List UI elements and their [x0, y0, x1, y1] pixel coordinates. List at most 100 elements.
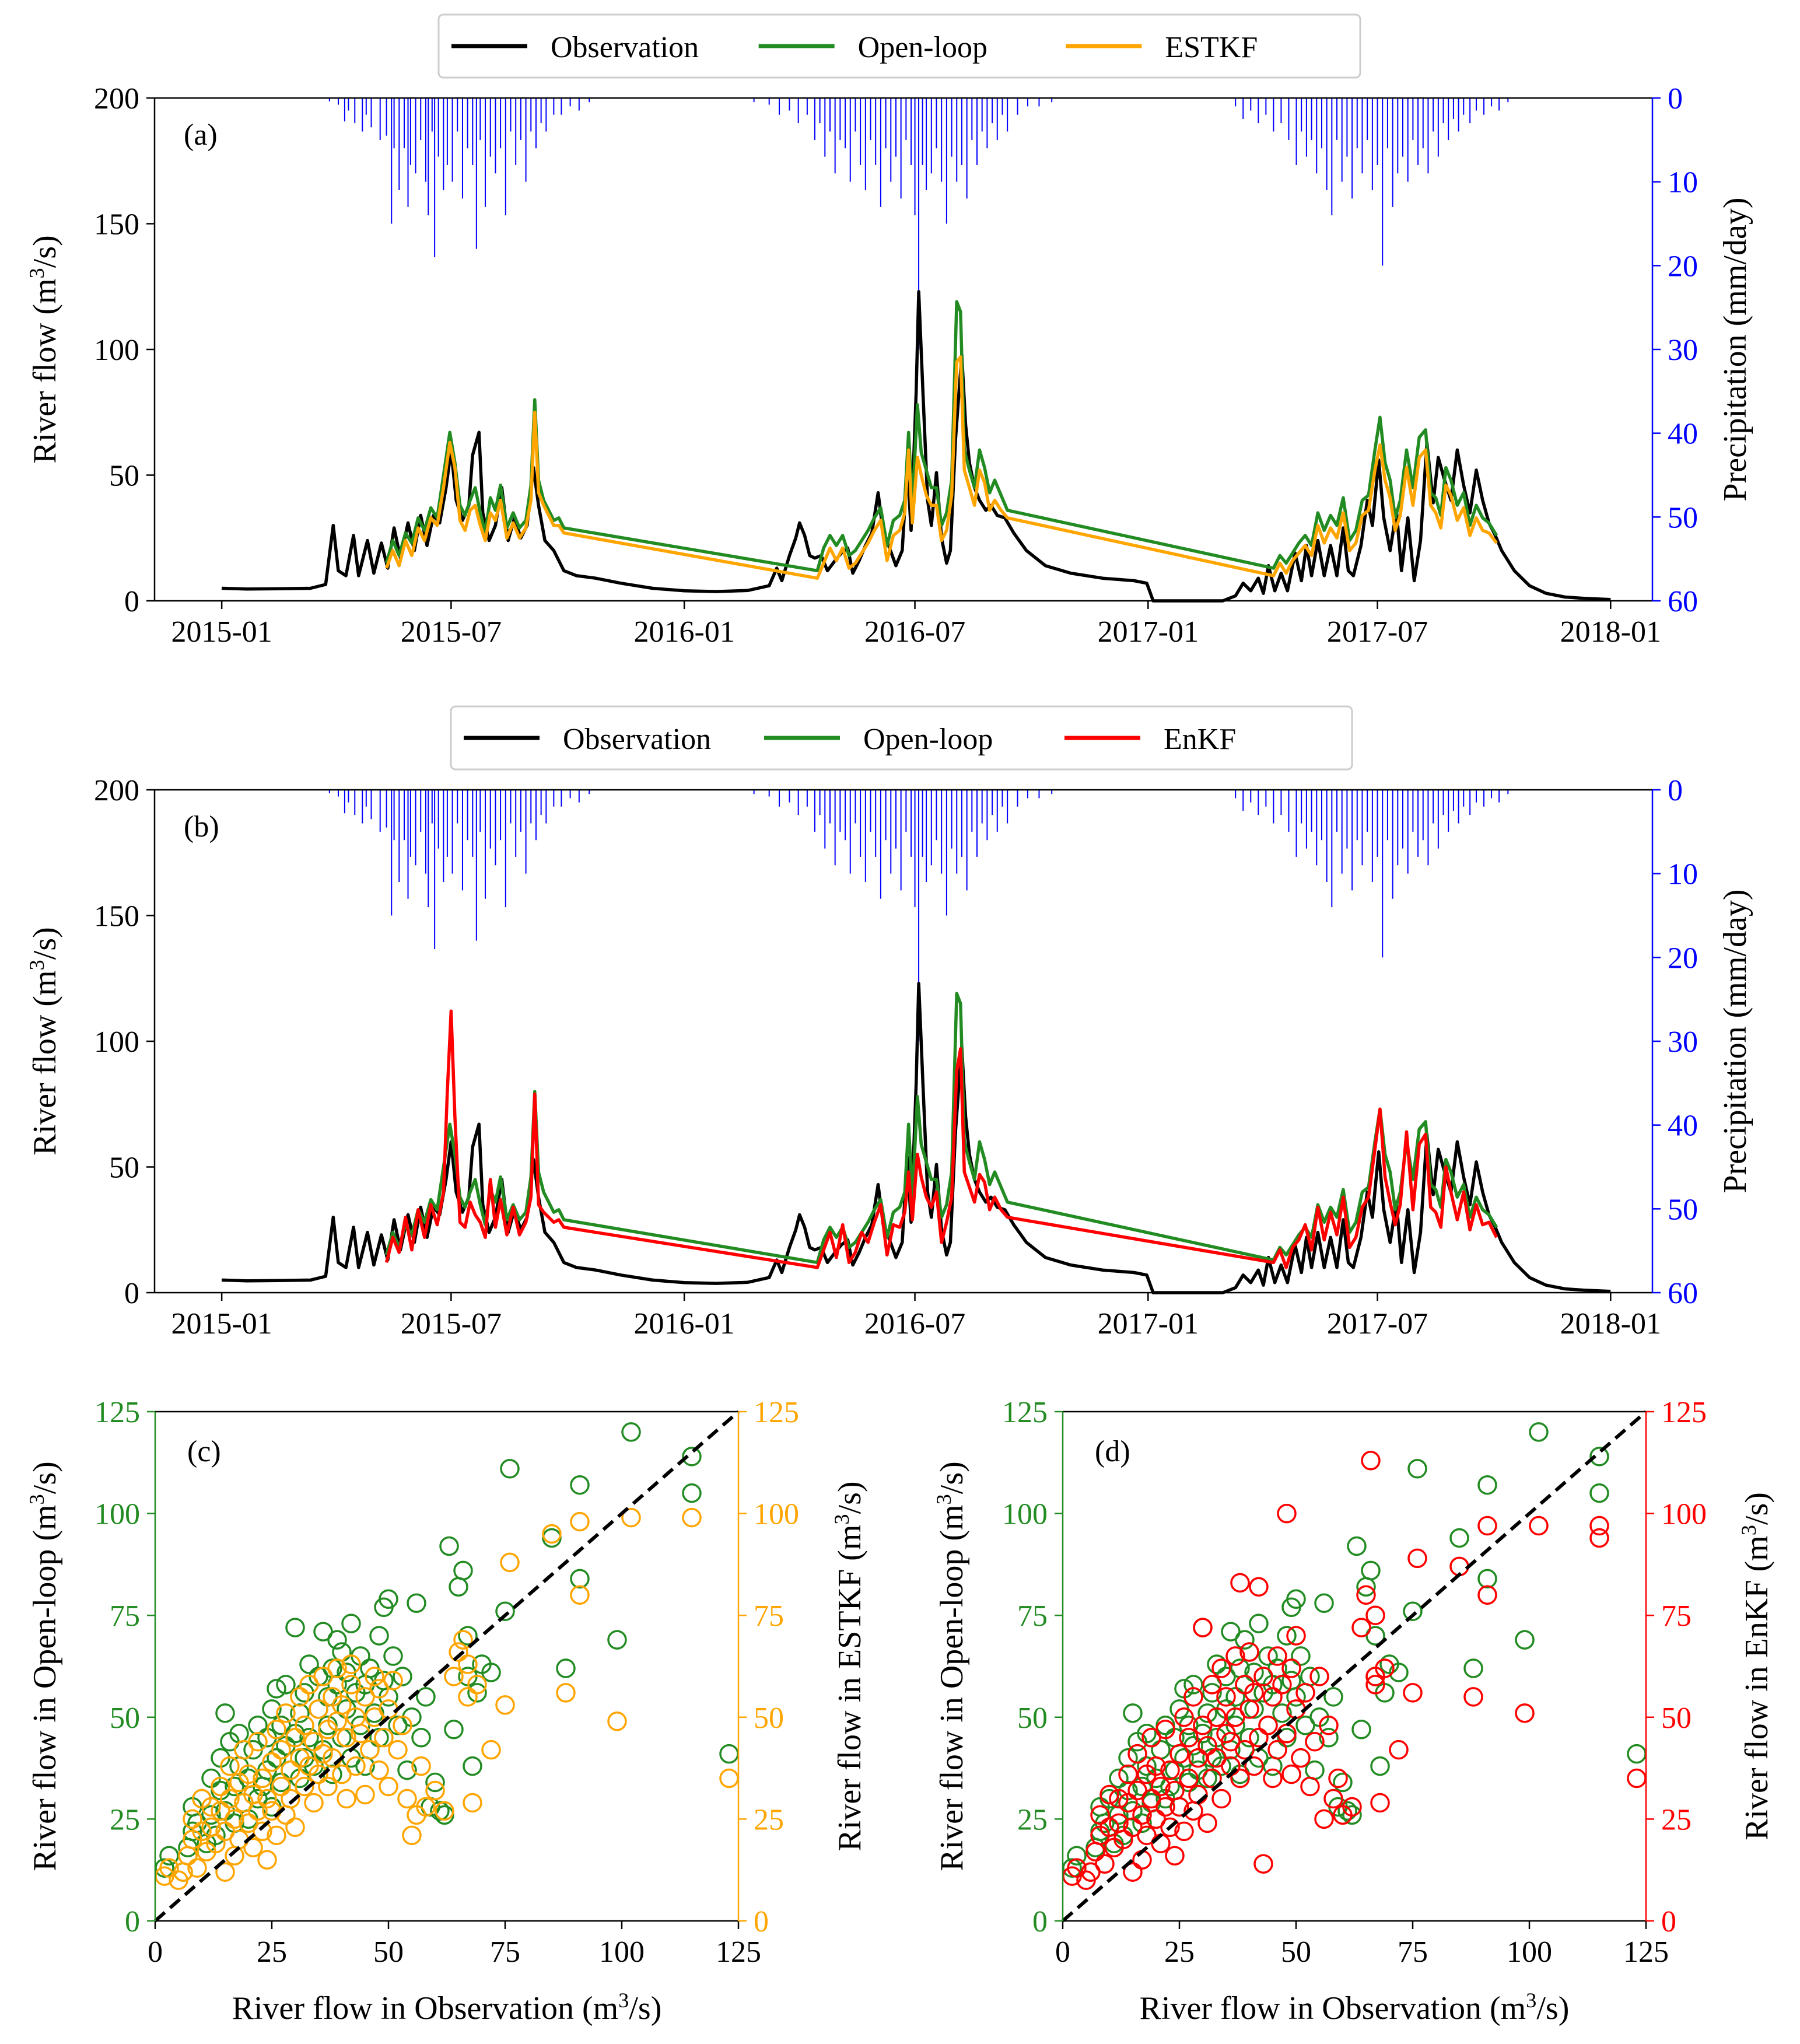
y2-tick-label: 50 — [1668, 1193, 1698, 1226]
y2-tick-label: 0 — [1661, 1905, 1676, 1938]
open-loop-point — [467, 1683, 487, 1703]
enkf-point — [1202, 1675, 1222, 1695]
open-loop-point — [1314, 1593, 1334, 1613]
y2-tick-label: 50 — [754, 1702, 784, 1735]
enkf-point — [1361, 1451, 1381, 1471]
enkf-point — [1216, 1687, 1236, 1707]
open-loop-point — [1515, 1630, 1535, 1650]
open-loop-point — [1589, 1447, 1609, 1466]
enkf-point — [1351, 1618, 1371, 1637]
enkf-point — [1165, 1846, 1185, 1866]
y-axis-title-unit: /s) — [27, 235, 63, 268]
estkf-point — [281, 1760, 300, 1780]
enkf-point — [1314, 1809, 1334, 1829]
estkf-point — [411, 1756, 431, 1776]
y-axis-title-unit: /s) — [27, 1461, 63, 1494]
estkf-point — [285, 1727, 305, 1748]
estkf-point — [253, 1821, 272, 1842]
enkf-point — [1235, 1740, 1255, 1760]
one-to-one-line — [154, 1410, 740, 1923]
enkf-line — [384, 1009, 1498, 1269]
y-tick-label: 50 — [110, 1702, 140, 1735]
estkf-point — [201, 1797, 221, 1817]
open-loop-point — [1118, 1748, 1138, 1768]
enkf-point — [1356, 1585, 1376, 1605]
open-loop-point — [570, 1475, 590, 1495]
open-loop-point — [570, 1569, 590, 1589]
enkf-point — [1291, 1748, 1311, 1768]
estkf-point — [206, 1833, 226, 1854]
open-loop-point — [290, 1703, 310, 1723]
open-loop-point — [262, 1699, 282, 1719]
estkf-point — [257, 1850, 277, 1870]
x-axis-title: River flow in Observation (m3/s) — [232, 1989, 662, 2027]
x-tick-label: 100 — [1507, 1936, 1552, 1969]
x-axis-title-unit: /s) — [629, 1990, 661, 2027]
open-loop-point — [1109, 1768, 1129, 1788]
y-tick-label: 125 — [1002, 1396, 1048, 1429]
estkf-point — [243, 1838, 263, 1858]
y-tick-label: 25 — [1017, 1803, 1048, 1836]
enkf-point — [1188, 1748, 1208, 1768]
x-tick-label: 2017-01 — [1098, 615, 1199, 649]
open-loop-point — [411, 1727, 431, 1748]
x-tick-label: 75 — [490, 1936, 520, 1969]
estkf-point — [304, 1731, 324, 1752]
enkf-point — [1477, 1516, 1497, 1536]
x-tick-label: 25 — [1164, 1936, 1195, 1969]
open-loop-point — [1477, 1475, 1497, 1495]
open-loop-point — [682, 1447, 702, 1466]
open-loop-point — [556, 1658, 576, 1678]
y2-tick-label: 30 — [1668, 334, 1698, 367]
open-loop-point — [369, 1626, 389, 1646]
enkf-point — [1174, 1821, 1194, 1842]
x-axis-title-sup: 3 — [618, 1989, 629, 2012]
open-loop-point — [1286, 1687, 1306, 1707]
estkf-point — [332, 1695, 352, 1715]
enkf-point — [1146, 1756, 1166, 1776]
y2-axis-title-main: River flow in ESTKF (m — [832, 1525, 868, 1852]
open-loop-point — [1286, 1589, 1306, 1609]
y2-tick-label: 10 — [1668, 858, 1698, 891]
estkf-point — [379, 1776, 398, 1797]
enkf-point — [1249, 1577, 1269, 1597]
open-loop-point — [1351, 1720, 1371, 1740]
open-loop-point — [1403, 1601, 1423, 1621]
enkf-point — [1267, 1646, 1287, 1666]
y-tick-label: 200 — [94, 774, 139, 807]
y2-tick-label: 125 — [754, 1396, 799, 1429]
y2-tick-label: 50 — [1668, 501, 1698, 534]
estkf-point — [257, 1788, 277, 1809]
open-loop-point — [285, 1618, 305, 1637]
enkf-point — [1239, 1642, 1259, 1662]
enkf-point — [1253, 1667, 1273, 1686]
y-tick-label: 75 — [1017, 1600, 1048, 1633]
estkf-point — [192, 1821, 212, 1842]
enkf-point — [1127, 1744, 1147, 1764]
enkf-point — [1118, 1793, 1138, 1813]
x-tick-label: 2018-01 — [1560, 615, 1661, 649]
open-loop-point — [500, 1459, 520, 1479]
estkf-point — [495, 1695, 515, 1715]
y-tick-label: 125 — [94, 1396, 140, 1429]
enkf-point — [1099, 1817, 1119, 1838]
estkf-point — [570, 1585, 590, 1605]
estkf-point — [402, 1825, 422, 1846]
y-tick-label: 0 — [124, 1277, 139, 1310]
legend-label-enkf: EnKF — [1164, 723, 1236, 756]
enkf-point — [1113, 1829, 1133, 1850]
open-loop-point — [425, 1772, 445, 1793]
open-loop-point — [159, 1846, 179, 1866]
open-loop-point — [416, 1687, 436, 1707]
enkf-point — [1095, 1854, 1115, 1874]
enkf-point — [1463, 1687, 1483, 1707]
open-loop-point — [495, 1601, 515, 1621]
open-loop-point — [267, 1679, 286, 1699]
open-loop-point — [369, 1727, 389, 1748]
enkf-point — [1193, 1618, 1213, 1637]
open-loop-point — [1477, 1569, 1497, 1589]
open-loop-point — [1132, 1813, 1152, 1833]
open-loop-point — [1137, 1756, 1157, 1776]
estkf-point — [183, 1809, 202, 1829]
y2-axis-title: River flow in ESTKF (m3/s) — [830, 1481, 868, 1851]
